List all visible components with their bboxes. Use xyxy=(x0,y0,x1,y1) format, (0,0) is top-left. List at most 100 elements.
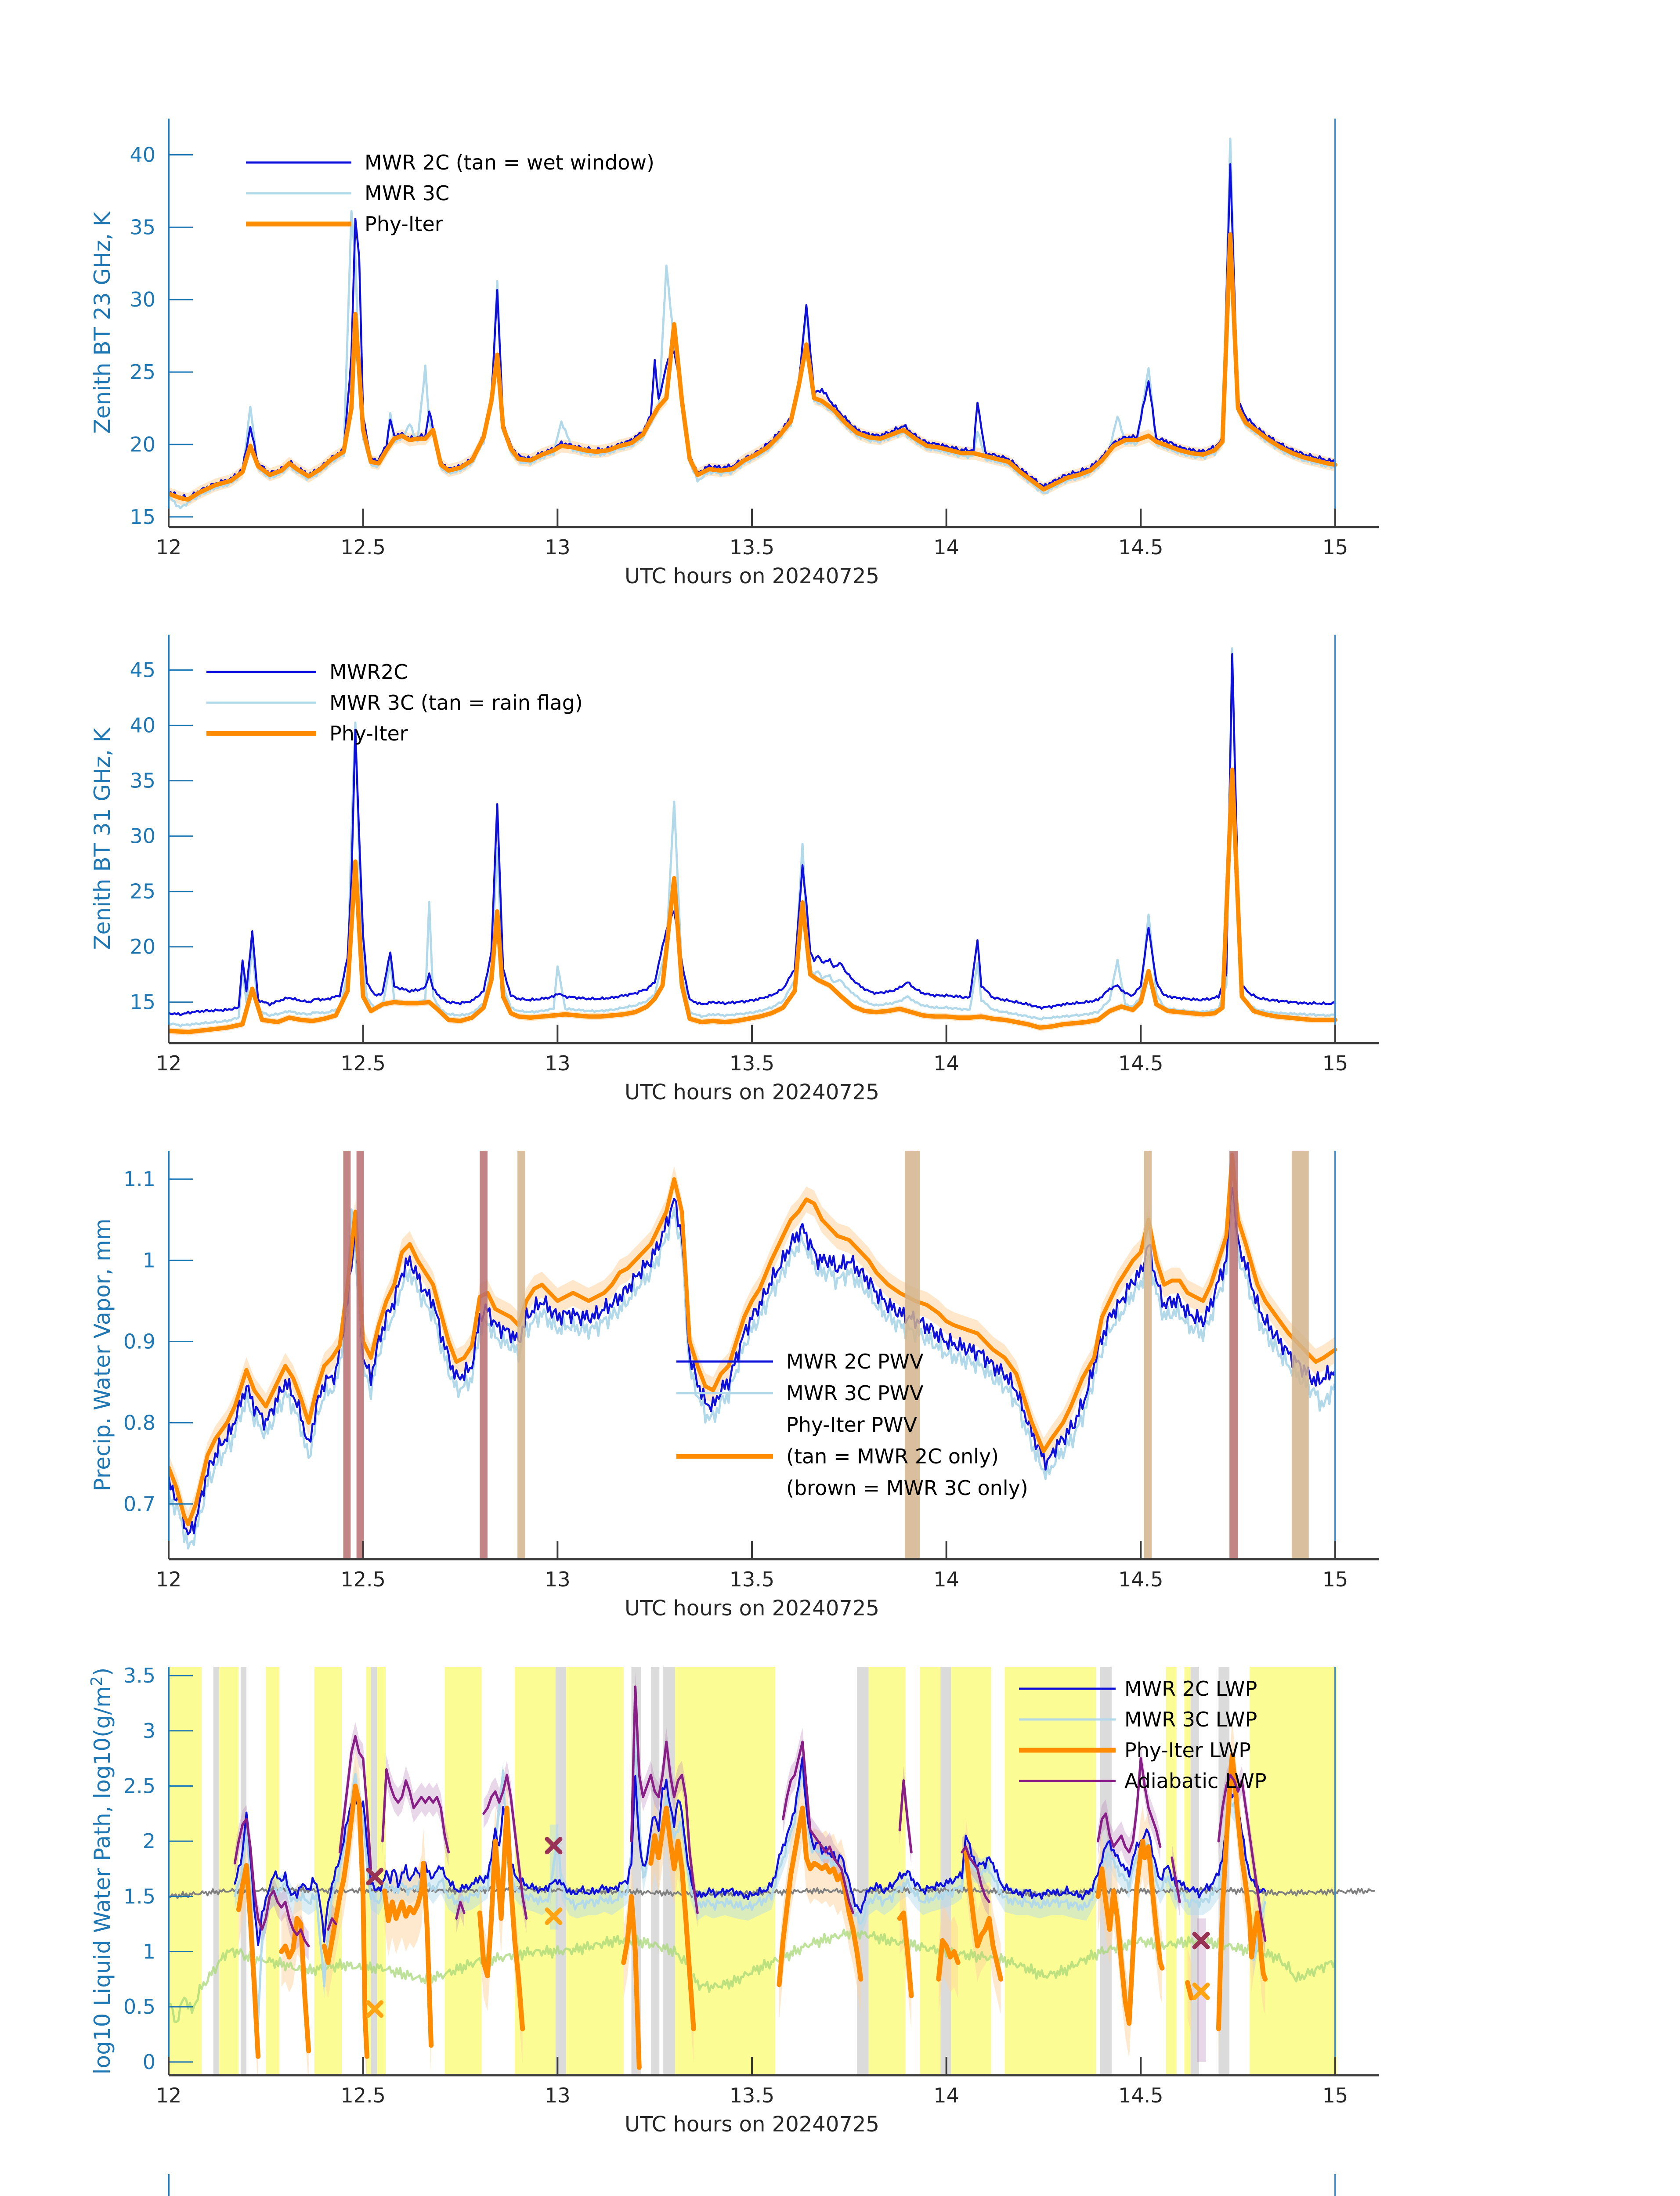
series-phyiter_lwp xyxy=(382,1860,434,2048)
series-phyiter_lwp xyxy=(1095,1838,1165,2026)
y-tick-label: 15 xyxy=(130,505,155,529)
series-phyiter_lwp xyxy=(1216,1752,1268,2031)
x-tick-label: 12.5 xyxy=(340,1051,385,1075)
x-tick-label: 12.5 xyxy=(340,1568,385,1591)
uncertainty-shade xyxy=(235,1717,1265,2031)
x-tick-label: 13 xyxy=(545,2084,571,2107)
series-phyiter xyxy=(169,767,1337,1034)
cloud-flag-band-yellow xyxy=(444,1667,482,2075)
series-phyiter_lwp xyxy=(236,1863,261,2059)
uncertainty-shade xyxy=(965,1817,1001,2015)
flag-band-brown xyxy=(343,1151,351,1559)
x-marker xyxy=(545,1837,563,1855)
y-tick-label: 30 xyxy=(130,824,155,848)
y-tick-label: 0.8 xyxy=(123,1411,155,1434)
x-tick-label: 13 xyxy=(545,1568,571,1591)
legend-label: (brown = MWR 3C only) xyxy=(786,1476,1028,1500)
flag-band-gray xyxy=(857,1667,869,2075)
legend-label: Phy-Iter PWV xyxy=(786,1413,918,1437)
legend-label: MWR 3C LWP xyxy=(1124,1708,1257,1731)
series-adiabatic_lwp xyxy=(381,1768,450,1854)
uncertainty-shade xyxy=(783,1727,853,1928)
x-tick-label: 14.5 xyxy=(1118,2084,1163,2107)
legend-label: MWR 2C (tan = wet window) xyxy=(365,151,654,174)
cloud-flag-band-yellow xyxy=(1004,1667,1096,2075)
y-tick-label: 2 xyxy=(143,1829,155,1853)
y-tick-label: 1.5 xyxy=(123,1885,155,1908)
series-clearsky_green xyxy=(169,1926,1337,2023)
x-tick-label: 12 xyxy=(156,2084,182,2107)
legend-label: (tan = MWR 2C only) xyxy=(786,1445,999,1468)
uncertainty-shade xyxy=(1098,1806,1162,2059)
x-tick-label: 14 xyxy=(933,2084,959,2107)
x-marker xyxy=(1192,1932,1210,1950)
series-adiabatic_lwp xyxy=(455,1900,466,1920)
y-axis-label: log10 Liquid Water Path, log10(g/m2) xyxy=(88,1668,115,2075)
x-marker xyxy=(545,1907,563,1925)
x-marker xyxy=(366,1867,384,1885)
series-mwr3c_lwp xyxy=(234,1734,1267,2023)
cloud-flag-band-yellow xyxy=(868,1667,906,2075)
x-tick-label: 13.5 xyxy=(730,2084,774,2107)
uncertainty-shade xyxy=(1098,1744,1160,1867)
y-tick-label: 35 xyxy=(130,769,155,793)
y-tick-label: 40 xyxy=(130,143,155,166)
y-tick-label: 35 xyxy=(130,215,155,239)
cloud-flag-band-yellow xyxy=(1166,1667,1177,2075)
y-tick-label: 0.9 xyxy=(123,1329,155,1353)
x-tick-label: 14 xyxy=(933,1568,959,1591)
cloud-flag-band-yellow xyxy=(266,1667,280,2075)
series-adiabatic_lwp xyxy=(1217,1773,1267,1942)
x-tick-label: 14 xyxy=(933,1051,959,1075)
uncertainty-shade xyxy=(169,228,1335,506)
cloud-flag-band-yellow xyxy=(566,1667,624,2075)
x-marker xyxy=(366,2000,384,2018)
legend-label: MWR2C xyxy=(329,660,408,684)
legend-label: Adiabatic LWP xyxy=(1124,1769,1267,1793)
x-axis-label: UTC hours on 20240725 xyxy=(625,1080,879,1105)
y-tick-label: 0 xyxy=(143,2050,155,2074)
y-axis-label: Zenith BT 23 GHz, K xyxy=(90,211,115,433)
uncertainty-shade xyxy=(939,1905,958,2015)
y-tick-label: 20 xyxy=(130,433,155,456)
x-tick-label: 14.5 xyxy=(1118,1568,1163,1591)
cloud-flag-band-yellow xyxy=(920,1667,941,2075)
x-axis-label: UTC hours on 20240725 xyxy=(625,1596,879,1621)
y-tick-label: 0.5 xyxy=(123,1995,155,2019)
y-tick-label: 15 xyxy=(130,990,155,1014)
series-adiabatic_lwp xyxy=(898,1779,913,1854)
uncertainty-shade xyxy=(324,1751,367,2075)
series-phyiter_lwp xyxy=(963,1849,1004,1982)
series-phyiter_lwp xyxy=(936,1938,961,1982)
flag-band-tan xyxy=(517,1151,525,1559)
x-tick-label: 14 xyxy=(933,535,959,559)
flag-band-gray xyxy=(1190,1667,1199,2075)
series-phyiter_lwp xyxy=(1185,1980,1194,2001)
y-tick-label: 1 xyxy=(143,1940,155,1963)
flag-band-tan xyxy=(1144,1151,1152,1559)
legend-label: MWR 3C PWV xyxy=(786,1381,924,1405)
uncertainty-shade xyxy=(382,1755,449,1867)
series-adiabatic_lwp xyxy=(630,1685,699,1914)
x-tick-label: 14.5 xyxy=(1118,535,1163,559)
x-tick-label: 13.5 xyxy=(730,1051,774,1075)
legend-label: Phy-Iter LWP xyxy=(1124,1738,1251,1762)
series-adiabatic_lwp xyxy=(338,1735,372,1870)
legend: MWR 2C PWV MWR 3C PWV Phy-Iter PWV (tan = M… xyxy=(676,1350,1028,1500)
series-adiabatic_lwp xyxy=(961,1845,990,1903)
flag-band-tan xyxy=(1291,1151,1309,1559)
x-tick-label: 12 xyxy=(156,1051,182,1075)
series-phyiter_lwp xyxy=(621,1894,642,2070)
y-axis-label: Precip. Water Vapor, mm xyxy=(90,1218,115,1491)
series-phyiter xyxy=(169,232,1337,502)
flag-band-brown xyxy=(480,1151,488,1559)
x-tick-label: 15 xyxy=(1322,2084,1348,2107)
series-phyiter_lwp xyxy=(897,1911,914,1998)
y-tick-label: 30 xyxy=(130,288,155,311)
y-tick-label: 1.1 xyxy=(123,1167,155,1191)
x-tick-label: 13.5 xyxy=(730,1568,774,1591)
legend-label: MWR 3C xyxy=(365,181,449,205)
y-tick-label: 25 xyxy=(130,360,155,384)
uncertainty-shade xyxy=(631,1672,698,1928)
